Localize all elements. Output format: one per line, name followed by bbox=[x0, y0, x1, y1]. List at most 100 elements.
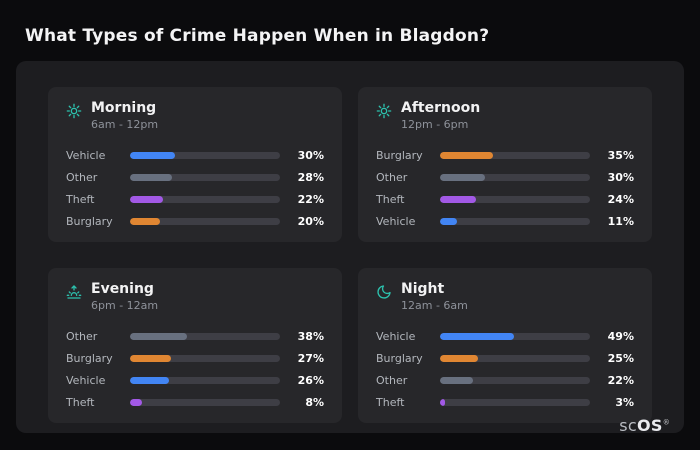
crime-row: Other 22% bbox=[376, 369, 634, 391]
card-header: Night 12am - 6am bbox=[376, 281, 634, 312]
progress-track bbox=[130, 195, 280, 203]
progress-fill bbox=[440, 217, 457, 225]
crime-percent: 27% bbox=[297, 351, 324, 365]
progress-track bbox=[130, 376, 280, 384]
card-subtitle: 6am - 12pm bbox=[91, 118, 159, 131]
crime-row: Other 28% bbox=[66, 166, 324, 188]
scos-logo: scOS® bbox=[619, 416, 670, 435]
crime-row: Vehicle 49% bbox=[376, 325, 634, 347]
card-title: Evening bbox=[91, 281, 154, 297]
moon-icon bbox=[376, 284, 392, 300]
brand-sc: sc bbox=[619, 416, 637, 435]
crime-label: Theft bbox=[376, 192, 405, 206]
crime-row: Burglary 27% bbox=[66, 347, 324, 369]
crime-label: Other bbox=[66, 329, 98, 343]
crime-percent: 30% bbox=[607, 170, 634, 184]
crime-row: Theft 24% bbox=[376, 188, 634, 210]
crime-label: Vehicle bbox=[66, 148, 106, 162]
card-header: Evening 6pm - 12am bbox=[66, 281, 324, 312]
crime-row: Other 38% bbox=[66, 325, 324, 347]
progress-fill bbox=[130, 173, 172, 181]
bar-rows: Vehicle 49% Burglary 25% Other 22% Theft bbox=[376, 325, 634, 413]
crime-row: Other 30% bbox=[376, 166, 634, 188]
crime-label: Theft bbox=[376, 395, 405, 409]
crime-row: Vehicle 26% bbox=[66, 369, 324, 391]
crime-label: Other bbox=[66, 170, 98, 184]
card-subtitle: 12am - 6am bbox=[401, 299, 468, 312]
progress-track bbox=[440, 376, 590, 384]
progress-fill bbox=[130, 354, 171, 362]
brand-os: OS bbox=[636, 416, 663, 435]
progress-track bbox=[440, 332, 590, 340]
card-subtitle: 6pm - 12am bbox=[91, 299, 159, 312]
progress-track bbox=[130, 354, 280, 362]
crime-label: Theft bbox=[66, 192, 95, 206]
bar-rows: Vehicle 30% Other 28% Theft 22% Burglary bbox=[66, 144, 324, 232]
progress-fill bbox=[440, 195, 476, 203]
crime-label: Theft bbox=[66, 395, 95, 409]
sun-icon bbox=[66, 103, 82, 119]
sun-icon bbox=[376, 103, 392, 119]
progress-track bbox=[440, 173, 590, 181]
card-subtitle: 12pm - 6pm bbox=[401, 118, 469, 131]
crime-percent: 20% bbox=[297, 214, 324, 228]
card-header-text: Morning 6am - 12pm bbox=[91, 100, 158, 131]
sunset-icon bbox=[66, 284, 82, 300]
crime-percent: 22% bbox=[297, 192, 324, 206]
crime-percent: 35% bbox=[607, 148, 634, 162]
progress-fill bbox=[130, 332, 187, 340]
card-title: Morning bbox=[91, 100, 157, 116]
crime-label: Other bbox=[376, 170, 408, 184]
page-title: What Types of Crime Happen When in Blagd… bbox=[25, 26, 490, 46]
card-afternoon: Afternoon 12pm - 6pm Burglary 35% Other … bbox=[358, 87, 652, 242]
crime-row: Theft 8% bbox=[66, 391, 324, 413]
crime-percent: 22% bbox=[607, 373, 634, 387]
progress-track bbox=[440, 151, 590, 159]
crime-percent: 25% bbox=[607, 351, 634, 365]
crime-percent: 49% bbox=[607, 329, 634, 343]
bar-rows: Other 38% Burglary 27% Vehicle 26% Theft bbox=[66, 325, 324, 413]
crime-percent: 24% bbox=[607, 192, 634, 206]
crime-percent: 8% bbox=[305, 395, 324, 409]
card-morning: Morning 6am - 12pm Vehicle 30% Other 28%… bbox=[48, 87, 342, 242]
card-header: Morning 6am - 12pm bbox=[66, 100, 324, 131]
crime-row: Burglary 35% bbox=[376, 144, 634, 166]
crime-percent: 3% bbox=[615, 395, 634, 409]
progress-fill bbox=[130, 151, 175, 159]
crime-dashboard-panel: Morning 6am - 12pm Vehicle 30% Other 28%… bbox=[16, 61, 684, 433]
progress-fill bbox=[440, 151, 493, 159]
crime-label: Vehicle bbox=[66, 373, 106, 387]
crime-percent: 38% bbox=[297, 329, 324, 343]
progress-track bbox=[130, 173, 280, 181]
progress-track bbox=[130, 398, 280, 406]
registered-mark: ® bbox=[662, 418, 670, 427]
card-header: Afternoon 12pm - 6pm bbox=[376, 100, 634, 131]
crime-row: Theft 3% bbox=[376, 391, 634, 413]
crime-percent: 28% bbox=[297, 170, 324, 184]
crime-row: Theft 22% bbox=[66, 188, 324, 210]
progress-fill bbox=[130, 398, 142, 406]
crime-label: Burglary bbox=[66, 214, 113, 228]
crime-percent: 11% bbox=[607, 214, 634, 228]
card-evening: Evening 6pm - 12am Other 38% Burglary 27… bbox=[48, 268, 342, 423]
crime-row: Burglary 20% bbox=[66, 210, 324, 232]
progress-track bbox=[130, 151, 280, 159]
crime-label: Burglary bbox=[376, 148, 423, 162]
progress-track bbox=[440, 354, 590, 362]
progress-fill bbox=[130, 376, 169, 384]
progress-fill bbox=[440, 173, 485, 181]
progress-fill bbox=[130, 195, 163, 203]
crime-row: Vehicle 30% bbox=[66, 144, 324, 166]
crime-row: Vehicle 11% bbox=[376, 210, 634, 232]
crime-row: Burglary 25% bbox=[376, 347, 634, 369]
progress-track bbox=[130, 332, 280, 340]
progress-track bbox=[440, 195, 590, 203]
progress-track bbox=[130, 217, 280, 225]
crime-percent: 26% bbox=[297, 373, 324, 387]
card-header-text: Afternoon 12pm - 6pm bbox=[401, 100, 480, 131]
progress-fill bbox=[440, 332, 514, 340]
progress-fill bbox=[440, 354, 478, 362]
progress-fill bbox=[440, 398, 445, 406]
card-title: Afternoon bbox=[401, 100, 481, 116]
crime-label: Vehicle bbox=[376, 329, 416, 343]
